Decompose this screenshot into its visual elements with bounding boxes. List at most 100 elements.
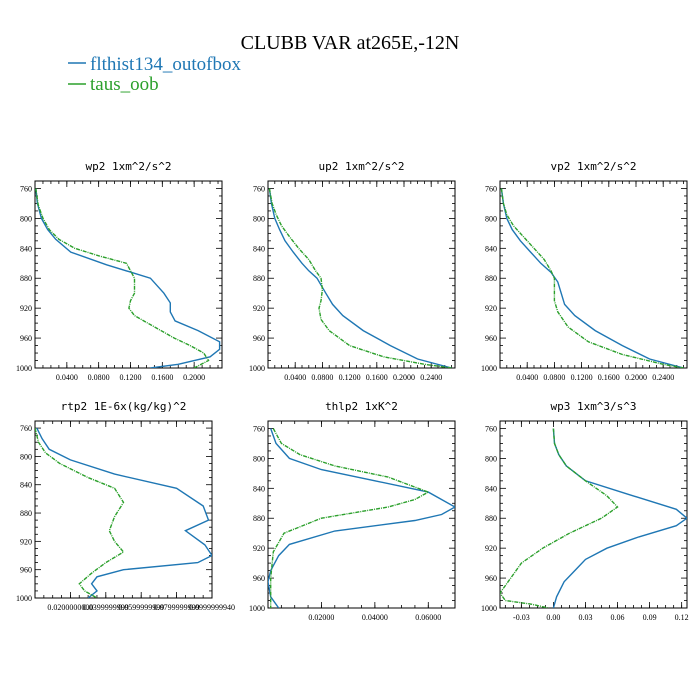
series-line-taus-oob [35,188,210,368]
y-tick-label: 760 [253,424,265,433]
y-tick-label: 840 [20,244,32,253]
y-tick-label: 920 [20,537,32,546]
chart-title: CLUBB VAR at265E,-12N [241,32,460,54]
panel-thlp2: thlp2 1xK^2 760 800 840 880 920 960 1000 0.02000… [249,400,456,622]
series-line-taus-oob [268,188,452,368]
plot-frame [499,420,688,609]
panel-wp2: wp2 1xm^2/s^2 760 800 840 880 920 960 1000 0.040… [16,160,223,382]
y-tick-label: 760 [253,184,265,193]
x-tick-label: 0.04000 [362,613,388,622]
y-tick-label: 960 [20,334,32,343]
x-tick-label: 0.06 [611,613,625,622]
y-tick-label: 1000 [16,594,32,603]
y-tick-label: 920 [253,544,265,553]
y-tick-label: 840 [485,244,497,253]
x-tick-label: 0.06000 [415,613,441,622]
x-tick-label: 0.2000 [183,373,205,382]
x-tick-label: 0.0400 [516,373,538,382]
y-tick-label: 920 [485,544,497,553]
series-line-flthist134 [268,188,452,368]
series-line-flthist134 [35,188,221,368]
plot-frame [499,180,688,369]
y-tick-label: 880 [485,514,497,523]
x-tick-label: 0.1200 [339,373,361,382]
x-tick-label: 0.0800 [88,373,110,382]
y-tick-label: 960 [485,574,497,583]
y-tick-label: 760 [485,184,497,193]
x-tick-label: 0.0999999940 [189,603,235,612]
series-line-taus-oob [500,188,684,368]
y-tick-label: 800 [485,214,497,223]
plot-frame [34,180,223,369]
x-tick-label: 0.2400 [420,373,442,382]
panel-title: wp2 1xm^2/s^2 [85,160,171,173]
y-tick-label: 800 [20,214,32,223]
series-line-flthist134 [552,428,687,608]
y-tick-label: 840 [485,484,497,493]
series-line-taus-oob [270,428,430,608]
panel-vp2: vp2 1xm^2/s^2 760 800 840 880 920 960 1000 0.040… [481,160,688,382]
y-tick-label: 880 [253,274,265,283]
legend-label-flthist134: flthist134_outofbox [90,54,241,75]
y-tick-label: 840 [253,484,265,493]
x-tick-label: 0.0399999999 [83,603,129,612]
x-tick-label: 0.0400 [284,373,306,382]
x-tick-label: 0.2000 [625,373,647,382]
legend: flthist134_outofbox taus_oob [68,54,241,95]
y-tick-label: 960 [253,574,265,583]
x-tick-label: 0.2000 [393,373,415,382]
y-tick-label: 920 [20,304,32,313]
panel-title: up2 1xm^2/s^2 [318,160,404,173]
y-tick-label: 880 [485,274,497,283]
x-tick-label: 0.2400 [652,373,674,382]
y-tick-label: 920 [253,304,265,313]
y-tick-label: 920 [485,304,497,313]
x-tick-label: 0.00 [546,613,560,622]
x-tick-label: 0.0799999999 [154,603,200,612]
x-tick-label: 0.0800 [311,373,333,382]
y-tick-label: 840 [20,481,32,490]
plot-frame [34,420,213,599]
y-tick-label: 760 [20,424,32,433]
x-tick-label: -0.03 [513,613,530,622]
panel-up2: up2 1xm^2/s^2 760 800 840 880 920 960 1000 0.040… [249,160,456,382]
y-tick-label: 1000 [16,364,32,373]
y-tick-label: 760 [20,184,32,193]
x-tick-label: 0.1200 [119,373,141,382]
y-tick-label: 800 [20,452,32,461]
x-tick-label: 0.0400 [56,373,78,382]
x-tick-label: 0.1200 [571,373,593,382]
x-tick-label: 0.1600 [151,373,173,382]
y-tick-label: 800 [253,214,265,223]
y-tick-label: 1000 [481,604,497,613]
y-tick-label: 960 [253,334,265,343]
panel-title: rtp2 1E-6x(kg/kg)^2 [61,400,187,413]
series-line-flthist134 [268,428,455,608]
x-tick-label: 0.02000 [308,613,334,622]
series-line-flthist134 [36,427,212,598]
y-tick-label: 880 [253,514,265,523]
x-tick-label: 0.0200000000 [47,603,93,612]
panel-rtp2: rtp2 1E-6x(kg/kg)^2 760 800 840 880 920 960 100… [16,400,235,612]
plot-frame [267,180,456,369]
series-line-flthist134 [500,188,684,368]
x-tick-label: 0.12 [675,613,689,622]
x-tick-label: 0.1600 [366,373,388,382]
panel-title: wp3 1xm^3/s^3 [550,400,636,413]
y-tick-label: 800 [485,454,497,463]
y-tick-label: 1000 [481,364,497,373]
x-tick-label: 0.0800 [543,373,565,382]
y-tick-label: 840 [253,244,265,253]
y-tick-label: 760 [485,424,497,433]
x-tick-label: 0.09 [643,613,657,622]
legend-label-taus-oob: taus_oob [90,74,159,95]
plot-frame [267,420,456,609]
series-line-taus-oob [35,427,125,598]
y-tick-label: 960 [20,566,32,575]
x-tick-label: 0.03 [578,613,592,622]
series-line-taus-oob [500,428,619,608]
x-tick-label: 0.0599999999 [118,603,164,612]
x-tick-label: 0.1600 [598,373,620,382]
panel-title: vp2 1xm^2/s^2 [550,160,636,173]
